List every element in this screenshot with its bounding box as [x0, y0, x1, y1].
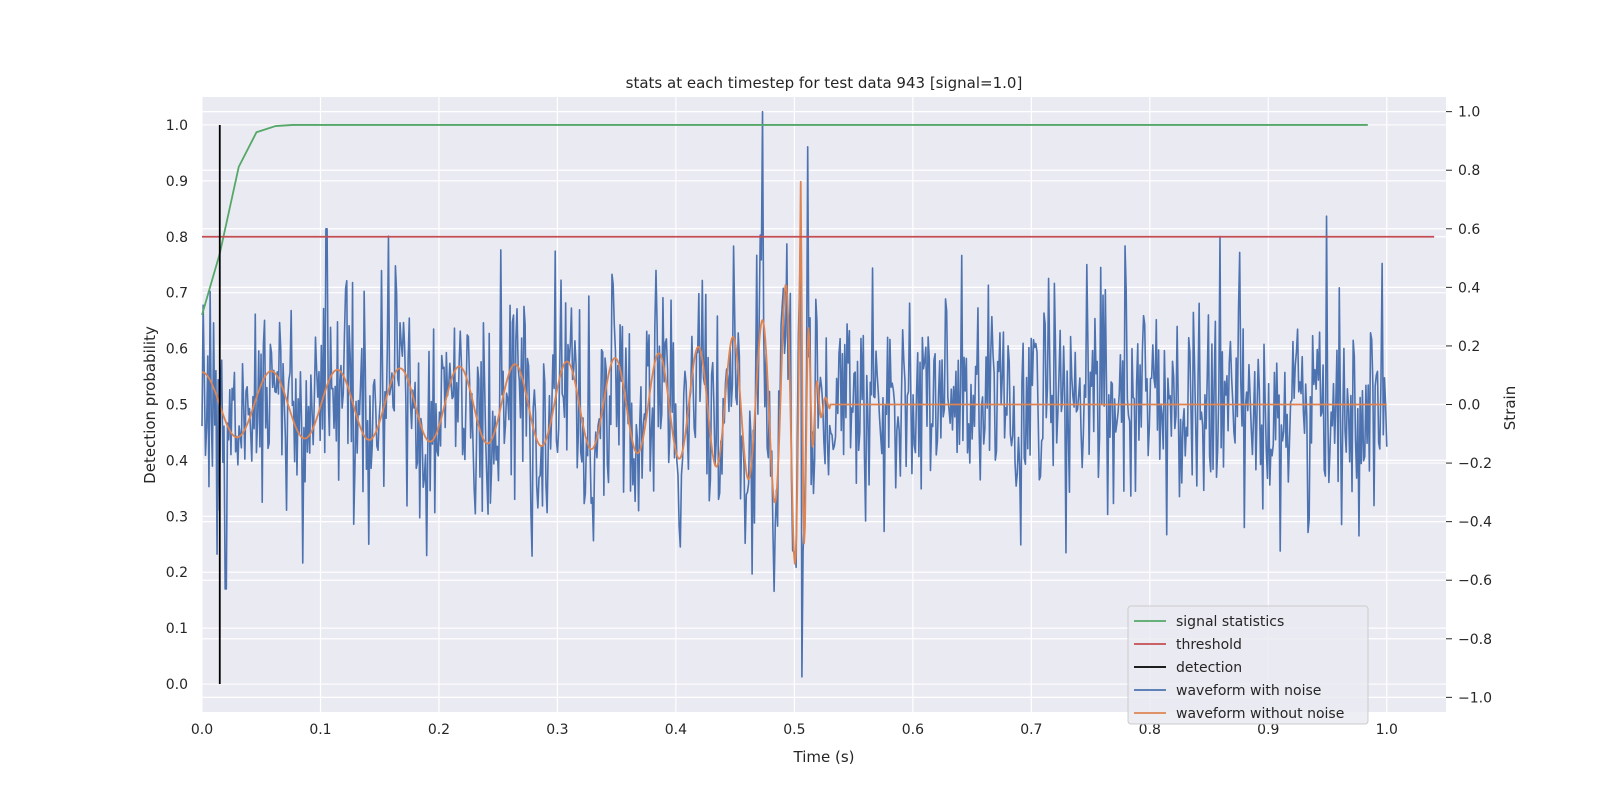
legend-label: waveform without noise — [1176, 706, 1344, 722]
legend-box — [1127, 605, 1369, 725]
y-right-tick-label: −0.6 — [1458, 573, 1492, 589]
legend-label: threshold — [1176, 637, 1242, 653]
y-right-tick-label: −0.8 — [1458, 632, 1492, 648]
legend-label: detection — [1176, 660, 1242, 676]
y-right-tick-label: −0.2 — [1458, 456, 1492, 472]
axes-layer: 0.0 0.1 0.2 0.3 0.4 0.5 0.6 0.7 0.8 0.9 1.0 0.0 0.1 0… — [166, 105, 1492, 738]
y-right-tick-label: −0.4 — [1458, 515, 1492, 531]
x-tick-label: 0.8 — [1139, 722, 1161, 738]
y-axis-right-label: Strain — [1501, 386, 1519, 430]
chart-title: stats at each timestep for test data 943… — [626, 74, 1023, 92]
y-left-tick-label: 0.9 — [166, 174, 188, 190]
y-left-tick-label: 0.8 — [166, 230, 188, 246]
y-right-tick-label: 0.8 — [1458, 163, 1480, 179]
series-waveform-without-noise — [201, 180, 1387, 565]
y-left-tick-label: 0.2 — [166, 565, 188, 581]
y-left-tick-label: 0.6 — [166, 342, 188, 358]
y-right-tick-label: 0.6 — [1458, 222, 1480, 238]
y-left-tick-label: 1.0 — [166, 118, 188, 134]
x-tick-label: 0.3 — [546, 722, 568, 738]
y-axis-left-label: Detection probability — [141, 326, 159, 484]
y-left-tick-label: 0.4 — [166, 453, 188, 469]
x-axis-label: Time (s) — [793, 748, 855, 766]
y-left-tick-label: 0.1 — [166, 621, 188, 637]
x-tick-label: 0.4 — [665, 722, 687, 738]
x-tick-label: 0.1 — [309, 722, 331, 738]
legend: signal statistics threshold detection wavef… — [1127, 605, 1369, 725]
series-signal-statistics — [201, 124, 1368, 316]
y-right-tick-label: 0.4 — [1458, 280, 1480, 296]
legend-label: waveform with noise — [1176, 683, 1321, 699]
y-right-tick-label: 0.2 — [1458, 339, 1480, 355]
y-right-tick-label: 1.0 — [1458, 105, 1480, 121]
y-right-tick-label: −1.0 — [1458, 690, 1492, 706]
y-left-tick-label: 0.5 — [166, 398, 188, 414]
y-left-tick-label: 0.3 — [166, 509, 188, 525]
series-layer — [201, 110, 1435, 685]
x-tick-label: 0.5 — [783, 722, 805, 738]
x-tick-label: 0.2 — [428, 722, 450, 738]
x-tick-label: 0.6 — [902, 722, 924, 738]
y-right-tick-label: 0.0 — [1458, 398, 1480, 414]
x-tick-label: 1.0 — [1376, 722, 1398, 738]
x-tick-label: 0.0 — [191, 722, 213, 738]
x-tick-label: 0.7 — [1020, 722, 1042, 738]
y-left-tick-label: 0.0 — [166, 677, 188, 693]
legend-label: signal statistics — [1176, 614, 1284, 630]
y-left-tick-label: 0.7 — [166, 286, 188, 302]
x-tick-label: 0.9 — [1257, 722, 1279, 738]
